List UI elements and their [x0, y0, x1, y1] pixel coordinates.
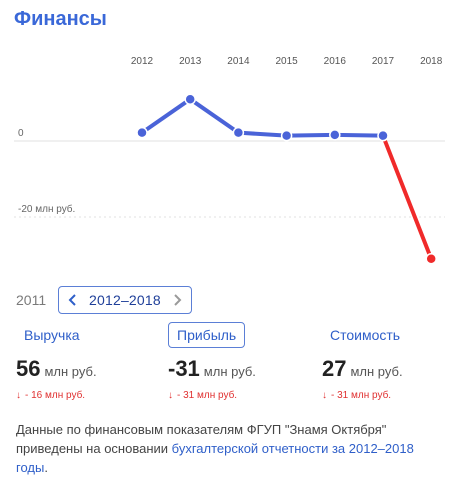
note-text: Данные по финансовым показателям ФГУП "З…: [16, 422, 387, 456]
metric-unit: млн руб.: [44, 364, 97, 379]
series-segment: [332, 132, 385, 138]
page-title: Финансы: [14, 8, 107, 30]
metric-value-row: -31 млн руб.: [168, 356, 256, 382]
accounting-report-link[interactable]: бухгалтерской отчетности за 2012–2018 го…: [16, 441, 414, 475]
metric-value-cost: Стоимость 27 млн руб. ↓ - 31 млн руб.: [322, 322, 408, 401]
series-segment: [140, 97, 193, 135]
finance-line-chart: 0 -20 млн руб. 2012 2013 2014 2015 2016 2017 201…: [0, 44, 469, 274]
chevron-left-icon[interactable]: [65, 292, 81, 308]
data-point: [232, 126, 245, 139]
x-tick-label: 2013: [179, 56, 202, 67]
metric-revenue: Выручка 56 млн руб. ↓ - 16 млн руб.: [16, 322, 97, 401]
x-tick-label: 2018: [420, 56, 443, 67]
metric-change-text: - 31 млн руб.: [177, 390, 238, 401]
x-tick-label: 2016: [324, 56, 347, 67]
data-point: [184, 93, 196, 105]
data-point: [377, 129, 389, 142]
metrics-panel: Выручка 56 млн руб. ↓ - 16 млн руб. Прибыл…: [0, 322, 469, 412]
metric-profit: Прибыль -31 млн руб. ↓ - 31 млн руб.: [168, 322, 256, 401]
metric-change: ↓ - 31 млн руб.: [322, 390, 408, 401]
chart-svg: 0 -20 млн руб. 2012 2013 2014 2015 2016 2017 201…: [14, 56, 445, 265]
data-point: [329, 129, 341, 141]
data-source-note: Данные по финансовым показателям ФГУП "З…: [16, 420, 446, 477]
tab-profit[interactable]: Прибыль: [168, 322, 246, 348]
data-point: [280, 129, 293, 142]
metric-value: 27: [322, 356, 347, 381]
x-tick-label: 2015: [275, 56, 298, 67]
series-segment: [284, 132, 337, 138]
data-point: [425, 253, 437, 265]
tab-cost[interactable]: Стоимость: [330, 327, 401, 343]
tab-revenue[interactable]: Выручка: [24, 327, 80, 343]
metric-unit: млн руб.: [350, 364, 403, 379]
metric-change: ↓ - 31 млн руб.: [168, 390, 256, 401]
x-tick-label: 2017: [372, 56, 395, 67]
series-segment: [188, 97, 241, 135]
y-tick-label: 0: [18, 128, 24, 139]
arrow-down-icon: ↓: [168, 390, 173, 401]
metric-value-row: 27 млн руб.: [322, 356, 408, 382]
year-range-selector: 2011 2012–2018: [16, 285, 192, 315]
metric-value-row: 56 млн руб.: [16, 356, 97, 382]
series-segment: [236, 130, 289, 138]
x-tick-label: 2012: [131, 56, 154, 67]
x-tick-label: 2014: [227, 56, 250, 67]
range-box: 2012–2018: [58, 286, 192, 314]
data-point: [136, 126, 148, 139]
note-suffix: .: [44, 460, 48, 475]
y-tick-label: -20 млн руб.: [18, 203, 75, 215]
arrow-down-icon: ↓: [322, 390, 327, 401]
range-label: 2012–2018: [89, 292, 161, 308]
metric-change-text: - 16 млн руб.: [25, 390, 86, 401]
metric-change-text: - 31 млн руб.: [331, 390, 392, 401]
metric-value: 56: [16, 356, 41, 381]
previous-year-label[interactable]: 2011: [16, 292, 47, 308]
series-segment: [381, 133, 434, 261]
metric-value: -31: [168, 356, 200, 381]
arrow-down-icon: ↓: [16, 390, 21, 401]
metric-change: ↓ - 16 млн руб.: [16, 390, 97, 401]
metric-unit: млн руб.: [203, 364, 256, 379]
chevron-right-icon[interactable]: [169, 292, 185, 308]
